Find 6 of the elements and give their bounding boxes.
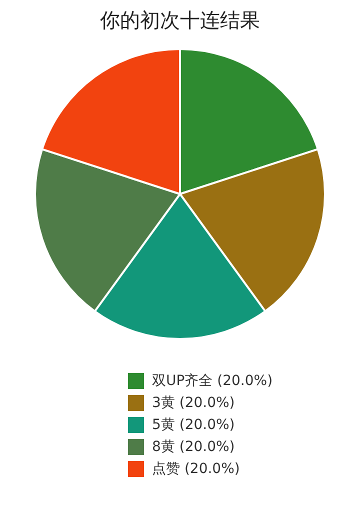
legend-label: 3黄 (20.0%) — [152, 394, 235, 412]
legend-label: 8黄 (20.0%) — [152, 438, 235, 456]
legend-label: 点赞 (20.0%) — [152, 460, 240, 478]
legend-label: 双UP齐全 (20.0%) — [152, 372, 273, 390]
legend-label: 5黄 (20.0%) — [152, 416, 235, 434]
chart-title: 你的初次十连结果 — [99, 8, 260, 32]
